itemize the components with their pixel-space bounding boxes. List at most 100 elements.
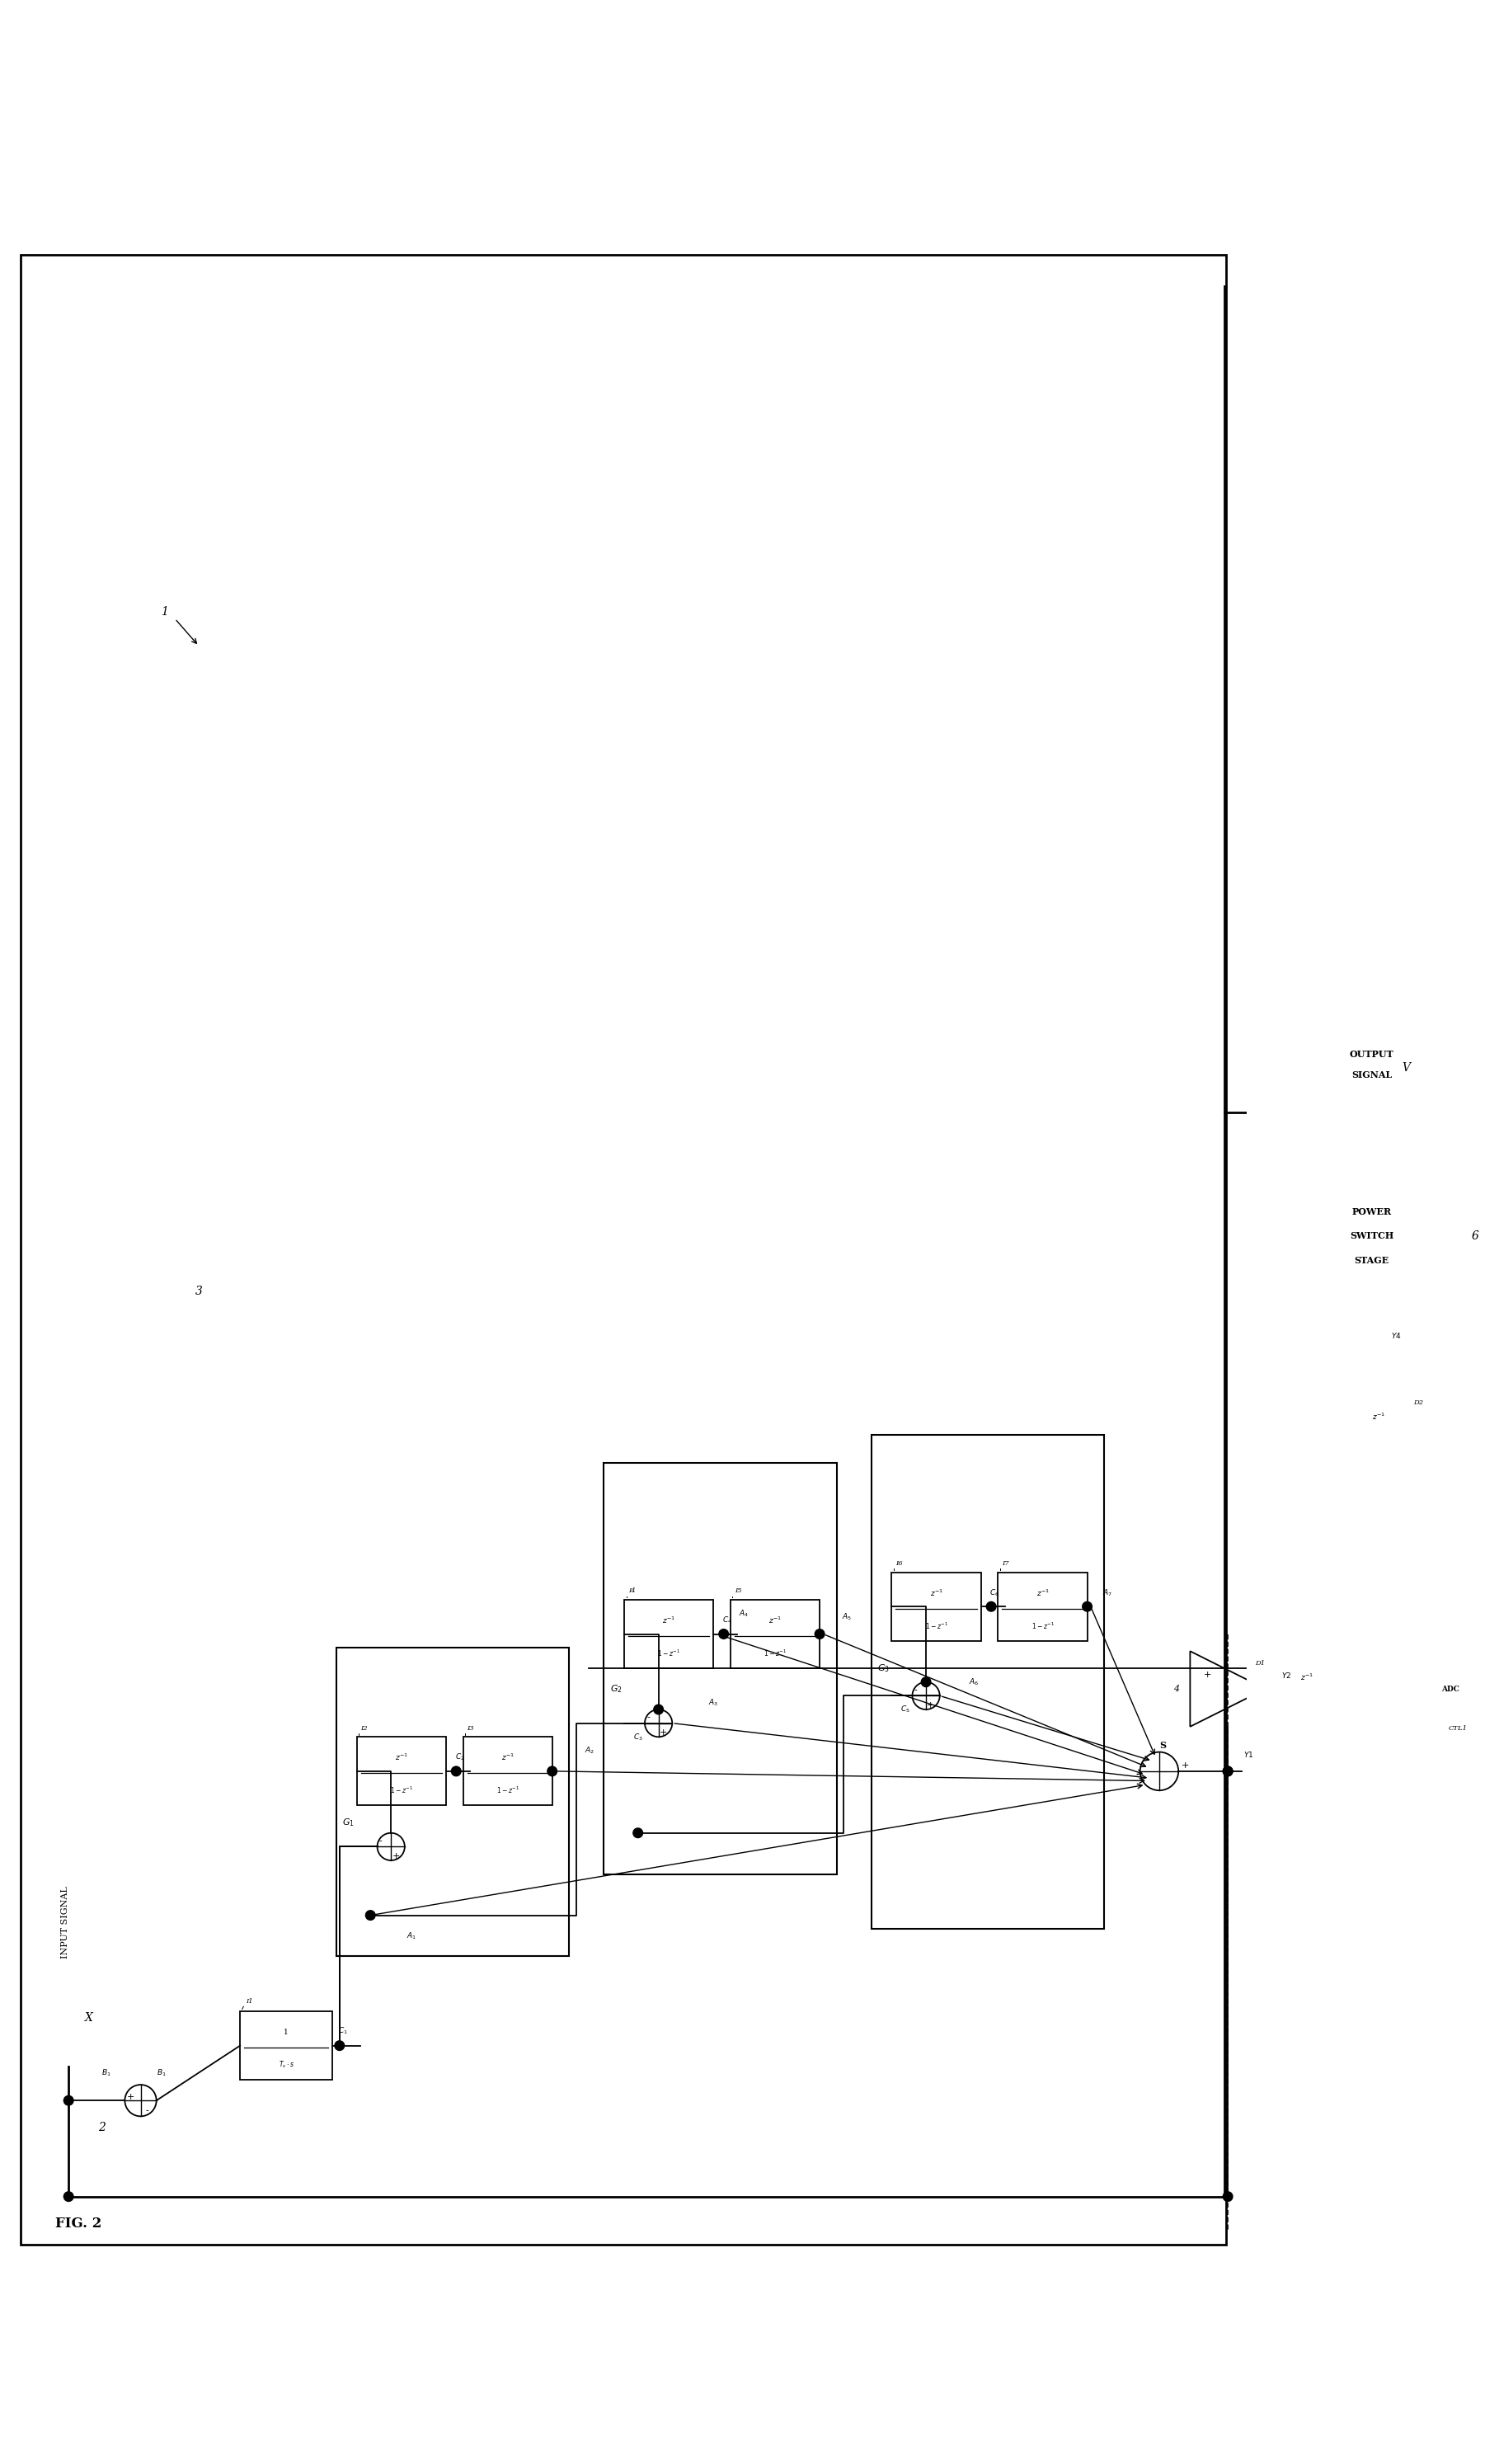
Circle shape <box>654 1705 663 1715</box>
Text: $1-z^{-1}$: $1-z^{-1}$ <box>390 1786 412 1796</box>
Text: I7: I7 <box>1003 1560 1009 1567</box>
Text: +: + <box>126 2092 135 2102</box>
Text: +: + <box>391 1853 400 1860</box>
Circle shape <box>1082 1602 1091 1611</box>
Text: D1: D1 <box>1255 1661 1265 1666</box>
Text: -: - <box>914 1685 917 1695</box>
Text: INPUT SIGNAL: INPUT SIGNAL <box>61 1885 69 1959</box>
Bar <box>892 1572 980 1641</box>
Text: -: - <box>145 2107 148 2114</box>
Text: I1: I1 <box>246 1998 253 2003</box>
Text: -: - <box>646 1712 649 1722</box>
Text: $z^{-1}$: $z^{-1}$ <box>769 1616 781 1626</box>
Text: 6: 6 <box>1471 1230 1478 1242</box>
Text: $A_6$: $A_6$ <box>968 1678 979 1688</box>
Text: +: + <box>1181 1762 1189 1769</box>
Text: +: + <box>1204 1671 1211 1680</box>
Circle shape <box>815 1629 824 1639</box>
Text: $z^{-1}$: $z^{-1}$ <box>929 1587 943 1599</box>
Text: $C_1$: $C_1$ <box>339 2025 348 2035</box>
Bar <box>463 1737 552 1806</box>
Circle shape <box>64 2097 73 2104</box>
Text: POWER: POWER <box>1352 1207 1391 1217</box>
Circle shape <box>1261 1663 1270 1673</box>
Text: $Y4$: $Y4$ <box>1391 1331 1402 1340</box>
Text: 2: 2 <box>97 2122 105 2134</box>
Bar <box>871 1434 1105 1929</box>
Text: $C_6$: $C_6$ <box>989 1587 1000 1599</box>
Text: $A_4$: $A_4$ <box>739 1609 750 1619</box>
Text: $A_2$: $A_2$ <box>585 1745 595 1757</box>
Text: $z^{-1}$: $z^{-1}$ <box>663 1616 676 1626</box>
Text: CTL1: CTL1 <box>1448 1725 1468 1732</box>
Bar <box>181 283 929 2190</box>
Text: $C_5$: $C_5$ <box>901 1705 910 1715</box>
Text: 3: 3 <box>195 1286 202 1296</box>
Text: S: S <box>1159 1740 1166 1749</box>
Circle shape <box>720 1629 729 1639</box>
Text: 4: 4 <box>1174 1685 1180 1693</box>
Text: SIGNAL: SIGNAL <box>1352 1069 1393 1079</box>
Bar <box>604 1464 836 1875</box>
Text: SWITCH: SWITCH <box>1351 1232 1394 1242</box>
Bar <box>730 1599 820 1668</box>
Text: ADC: ADC <box>1442 1685 1460 1693</box>
Text: STAGE: STAGE <box>1355 1257 1390 1264</box>
Text: $B_1$: $B_1$ <box>102 2067 111 2077</box>
Text: $C_2$: $C_2$ <box>454 1752 465 1762</box>
Bar <box>1259 1353 1499 1510</box>
Circle shape <box>1447 1712 1456 1722</box>
Text: $z^{-1}$: $z^{-1}$ <box>394 1752 408 1762</box>
Text: +: + <box>926 1700 935 1710</box>
Circle shape <box>547 1767 558 1777</box>
Bar <box>240 2011 333 2080</box>
Bar <box>624 1599 714 1668</box>
Bar <box>1297 1180 1448 1291</box>
Text: X: X <box>85 2013 93 2023</box>
Text: $G_2$: $G_2$ <box>610 1683 622 1695</box>
Text: $1-z^{-1}$: $1-z^{-1}$ <box>925 1621 947 1631</box>
Text: $C_4$: $C_4$ <box>723 1614 732 1626</box>
Circle shape <box>366 1910 375 1919</box>
Bar <box>1273 1658 1342 1712</box>
Text: I3: I3 <box>468 1725 474 1732</box>
Text: $1-z^{-1}$: $1-z^{-1}$ <box>657 1648 681 1658</box>
Bar <box>357 1737 445 1806</box>
Circle shape <box>633 1828 643 1838</box>
Text: $A_7$: $A_7$ <box>1103 1587 1112 1599</box>
Text: $z^{-1}$: $z^{-1}$ <box>501 1752 514 1762</box>
Text: $A_5$: $A_5$ <box>842 1611 851 1621</box>
Text: $G_1$: $G_1$ <box>342 1816 355 1828</box>
Text: $1-z^{-1}$: $1-z^{-1}$ <box>1031 1621 1054 1631</box>
Circle shape <box>922 1678 931 1688</box>
Circle shape <box>1223 1767 1232 1777</box>
Text: 1: 1 <box>160 606 168 618</box>
Text: $z^{-1}$: $z^{-1}$ <box>1036 1587 1049 1599</box>
Text: $z^{-1}$: $z^{-1}$ <box>1372 1412 1385 1422</box>
Circle shape <box>1223 1767 1232 1777</box>
Text: $A_3$: $A_3$ <box>709 1698 718 1708</box>
Text: $A_1$: $A_1$ <box>406 1932 417 1942</box>
Bar <box>998 1572 1087 1641</box>
Circle shape <box>64 2193 73 2200</box>
Text: $Y2$: $Y2$ <box>1282 1671 1291 1680</box>
Bar <box>1417 1661 1486 1717</box>
Circle shape <box>1367 1109 1376 1119</box>
Text: $1-z^{-1}$: $1-z^{-1}$ <box>763 1648 787 1658</box>
Text: -: - <box>379 1838 382 1846</box>
Text: FIG. 2: FIG. 2 <box>55 2218 102 2230</box>
Text: I5: I5 <box>735 1587 742 1594</box>
Text: $1-z^{-1}$: $1-z^{-1}$ <box>496 1786 519 1796</box>
Circle shape <box>1375 1340 1384 1350</box>
Text: D2: D2 <box>1414 1400 1424 1407</box>
Text: $T_s \cdot s$: $T_s \cdot s$ <box>279 2060 294 2070</box>
Text: OUTPUT: OUTPUT <box>1349 1050 1394 1060</box>
Text: I6: I6 <box>896 1560 902 1567</box>
Text: $C_3$: $C_3$ <box>633 1732 643 1742</box>
Circle shape <box>451 1767 462 1777</box>
Circle shape <box>986 1602 995 1611</box>
Text: $z^{-1}$: $z^{-1}$ <box>1300 1673 1313 1683</box>
Text: V: V <box>1402 1062 1411 1074</box>
Text: I4: I4 <box>628 1587 636 1594</box>
Text: $G_3$: $G_3$ <box>877 1663 889 1673</box>
